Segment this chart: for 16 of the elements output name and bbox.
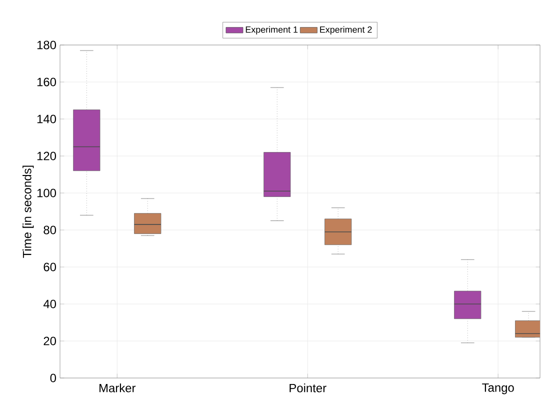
y-tick-label: 60 <box>44 262 56 272</box>
y-tick-label: 80 <box>44 226 56 234</box>
legend-label: Experiment 1 <box>246 26 298 35</box>
y-axis-title: Time [in seconds] <box>22 166 34 258</box>
y-tick-label: 120 <box>37 152 56 160</box>
y-tick-label: 40 <box>43 300 56 308</box>
y-tick-label: 140 <box>37 114 56 124</box>
y-tick-label: 0 <box>50 374 56 382</box>
x-tick-label: Pointer <box>290 384 326 392</box>
x-tick-label: Tango <box>482 384 514 394</box>
y-tick-label: 160 <box>37 78 56 86</box>
y-tick-label: 180 <box>37 40 56 50</box>
y-tick-label: 20 <box>44 336 56 346</box>
y-tick-label: 100 <box>37 188 56 198</box>
x-tick-label: Marker <box>100 384 136 392</box>
legend-label: Experiment 2 <box>320 26 372 35</box>
